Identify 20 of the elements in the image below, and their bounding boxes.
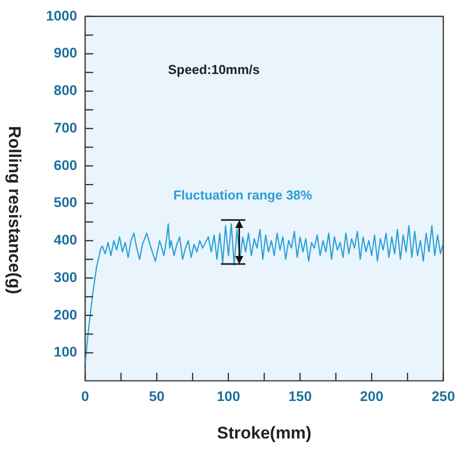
y-tick-label: 100 xyxy=(54,344,78,360)
x-tick-label: 250 xyxy=(432,388,456,404)
annotation: Speed:10mm/s xyxy=(168,62,260,77)
y-axis-title: Rolling resistance(g) xyxy=(4,124,24,296)
y-tick-label: 1000 xyxy=(46,7,78,24)
x-tick-label: 0 xyxy=(81,388,90,404)
x-tick-label: 100 xyxy=(216,388,240,404)
y-tick-label: 800 xyxy=(54,82,78,98)
x-tick-label: 50 xyxy=(148,388,165,404)
x-tick-label: 200 xyxy=(360,388,384,404)
y-tick-label: 200 xyxy=(54,306,78,322)
annotation: Fluctuation range 38% xyxy=(173,188,313,203)
y-tick-label: 500 xyxy=(54,194,78,210)
y-tick-label: 600 xyxy=(54,156,78,173)
x-axis-title: Stroke(mm) xyxy=(217,423,312,442)
y-tick-label: 700 xyxy=(54,119,78,136)
y-tick-label: 400 xyxy=(54,232,78,248)
x-tick-label: 150 xyxy=(288,388,312,404)
y-tick-label: 300 xyxy=(54,268,78,285)
y-tick-label: 900 xyxy=(54,44,78,61)
